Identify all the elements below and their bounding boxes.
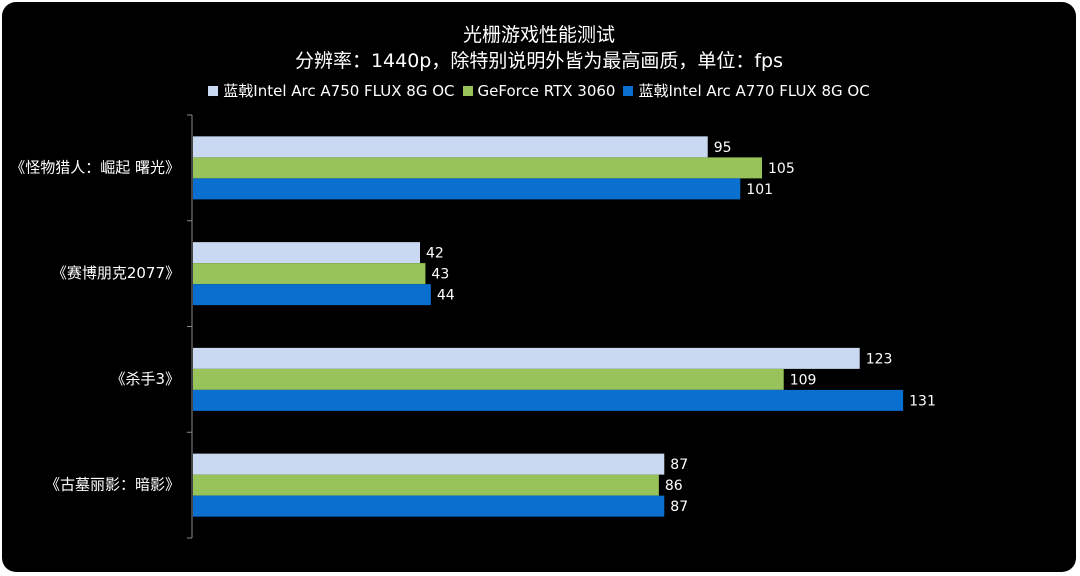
data-label: 109 bbox=[790, 372, 817, 388]
bar bbox=[193, 453, 665, 475]
chart-legend: 蓝戟Intel Arc A750 FLUX 8G OC GeForce RTX … bbox=[2, 80, 1076, 101]
category-tick-label: 《怪物猎人：崛起 曙光》 bbox=[10, 158, 180, 176]
bar bbox=[193, 495, 665, 517]
legend-item-rtx3060: GeForce RTX 3060 bbox=[462, 81, 616, 100]
bar bbox=[193, 347, 860, 369]
category-tick-label: 《赛博朋克2077》 bbox=[52, 264, 180, 282]
data-label: 101 bbox=[746, 182, 773, 198]
data-label: 86 bbox=[665, 478, 683, 494]
legend-swatch-a770 bbox=[623, 85, 634, 96]
legend-item-a770: 蓝戟Intel Arc A770 FLUX 8G OC bbox=[623, 80, 870, 101]
legend-swatch-a750 bbox=[208, 85, 219, 96]
legend-label-rtx3060: GeForce RTX 3060 bbox=[477, 81, 616, 100]
category-tick-label: 《古墓丽影：暗影》 bbox=[45, 476, 180, 494]
bar bbox=[193, 242, 420, 264]
bar bbox=[193, 157, 762, 179]
legend-label-a750: 蓝戟Intel Arc A750 FLUX 8G OC bbox=[223, 82, 455, 100]
category-tick-label: 《杀手3》 bbox=[110, 370, 180, 388]
data-label: 43 bbox=[431, 267, 449, 283]
bar bbox=[193, 178, 741, 200]
bar bbox=[193, 474, 659, 496]
chart-title: 光栅游戏性能测试 bbox=[462, 24, 615, 46]
legend-swatch-rtx3060 bbox=[462, 85, 473, 96]
bar bbox=[193, 263, 426, 285]
data-label: 131 bbox=[909, 393, 936, 409]
bar bbox=[193, 136, 708, 158]
bar bbox=[193, 389, 904, 411]
data-label: 87 bbox=[670, 499, 688, 515]
legend-item-a750: 蓝戟Intel Arc A750 FLUX 8G OC bbox=[208, 80, 455, 101]
data-label: 95 bbox=[714, 140, 732, 156]
data-label: 42 bbox=[426, 246, 444, 262]
data-label: 105 bbox=[768, 161, 795, 177]
chart-subtitle: 分辨率：1440p，除特别说明外皆为最高画质，单位：fps bbox=[294, 50, 784, 72]
data-label: 87 bbox=[670, 457, 688, 473]
bar bbox=[193, 284, 431, 306]
data-label: 123 bbox=[866, 351, 893, 367]
data-label: 44 bbox=[437, 288, 455, 304]
bar bbox=[193, 368, 784, 390]
legend-label-a770: 蓝戟Intel Arc A770 FLUX 8G OC bbox=[638, 82, 870, 100]
